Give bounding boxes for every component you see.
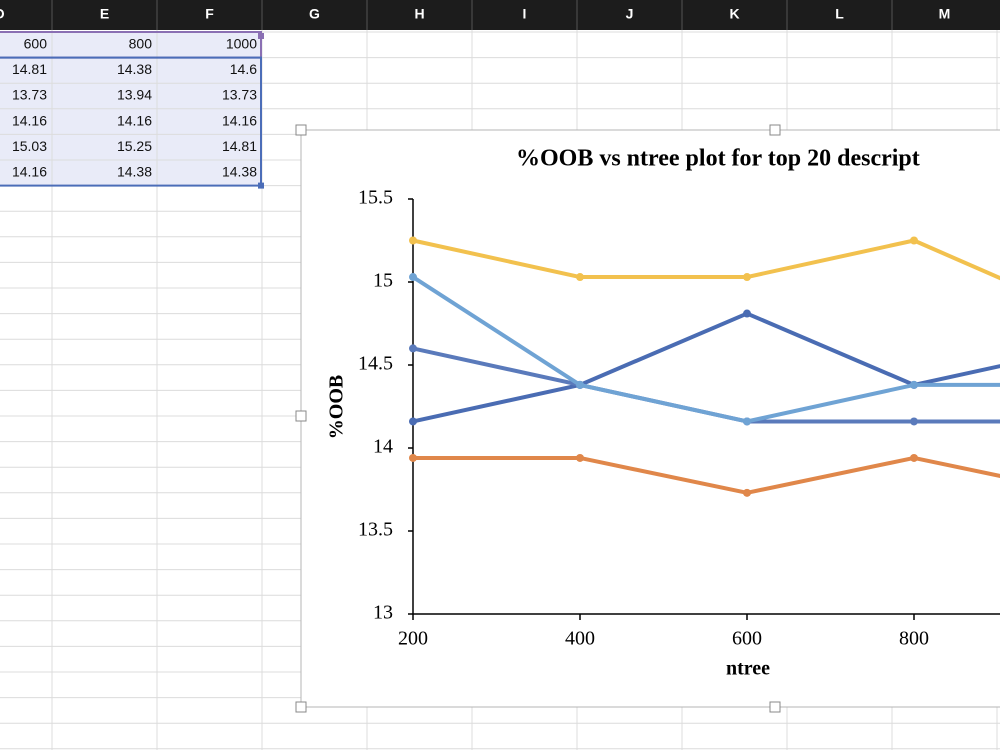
chart-frame: [300, 129, 1000, 708]
cell: 14.81: [12, 61, 47, 77]
column-header: K: [729, 6, 739, 22]
resize-handle: [769, 124, 781, 136]
selection-handle: [258, 33, 264, 39]
y-tick-label: 14.5: [358, 353, 393, 375]
column-header: M: [939, 6, 951, 22]
column-header: E: [100, 6, 109, 22]
column-header: L: [835, 6, 844, 22]
cell: 13.94: [117, 87, 152, 103]
resize-handle: [769, 701, 781, 713]
x-tick-label: 200: [398, 628, 428, 650]
point: [409, 344, 417, 353]
selection-border: [0, 56, 262, 187]
y-tick-label: 15.5: [358, 187, 393, 209]
point: [409, 273, 417, 282]
cell: 15.03: [12, 138, 47, 154]
cell: 13.73: [222, 87, 257, 103]
column-header: H: [414, 6, 424, 22]
column-header: I: [523, 6, 527, 22]
point: [576, 453, 584, 462]
column-header-bar: [0, 0, 1000, 30]
point: [409, 236, 417, 245]
x-tick-label: 400: [565, 628, 595, 650]
cell: 14.16: [117, 112, 152, 128]
column-header: G: [309, 6, 320, 22]
point: [743, 488, 751, 497]
cell-highlight: [0, 57, 262, 84]
y-tick-label: 13: [373, 602, 393, 624]
column-header: F: [205, 6, 214, 22]
resize-handle: [295, 124, 307, 136]
cell: 600: [24, 36, 48, 52]
cell: 14.16: [12, 112, 47, 128]
cell: 14.16: [222, 112, 257, 128]
cell: 1000: [226, 36, 257, 52]
cell-highlight: [0, 108, 262, 135]
point: [910, 453, 918, 462]
point: [910, 236, 918, 245]
x-axis-label: ntree: [726, 658, 770, 680]
cell-highlight: [0, 32, 262, 58]
cell: 14.38: [117, 164, 152, 180]
point: [409, 417, 417, 426]
cell-highlight: [0, 160, 262, 186]
cell: 14.81: [222, 138, 257, 154]
cell: 13.73: [12, 87, 47, 103]
column-header: J: [626, 6, 634, 22]
point: [910, 380, 918, 389]
point: [409, 453, 417, 462]
point: [743, 309, 751, 318]
x-tick-label: 600: [732, 628, 762, 650]
point: [576, 380, 584, 389]
cell: 14.6: [230, 61, 257, 77]
chart-title: %OOB vs ntree plot for top 20 descript: [516, 146, 920, 172]
resize-handle: [295, 410, 307, 422]
resize-handle: [295, 701, 307, 713]
x-tick-label: 800: [899, 628, 929, 650]
cell-highlight: [0, 134, 262, 160]
column-header: D: [0, 6, 5, 22]
cell: 800: [129, 36, 153, 52]
y-tick-label: 15: [373, 270, 393, 292]
point: [743, 273, 751, 282]
selection-handle: [258, 182, 264, 189]
cell: 14.38: [117, 61, 152, 77]
y-tick-label: 14: [373, 436, 393, 458]
y-tick-label: 13.5: [358, 519, 393, 541]
cell: 14.38: [222, 164, 257, 180]
cell: 15.25: [117, 138, 152, 154]
y-axis-label: %OOB: [326, 375, 348, 439]
point: [576, 273, 584, 282]
cell: 14.16: [12, 164, 47, 180]
cell-highlight: [0, 83, 262, 109]
point: [743, 417, 751, 426]
point: [910, 417, 918, 426]
